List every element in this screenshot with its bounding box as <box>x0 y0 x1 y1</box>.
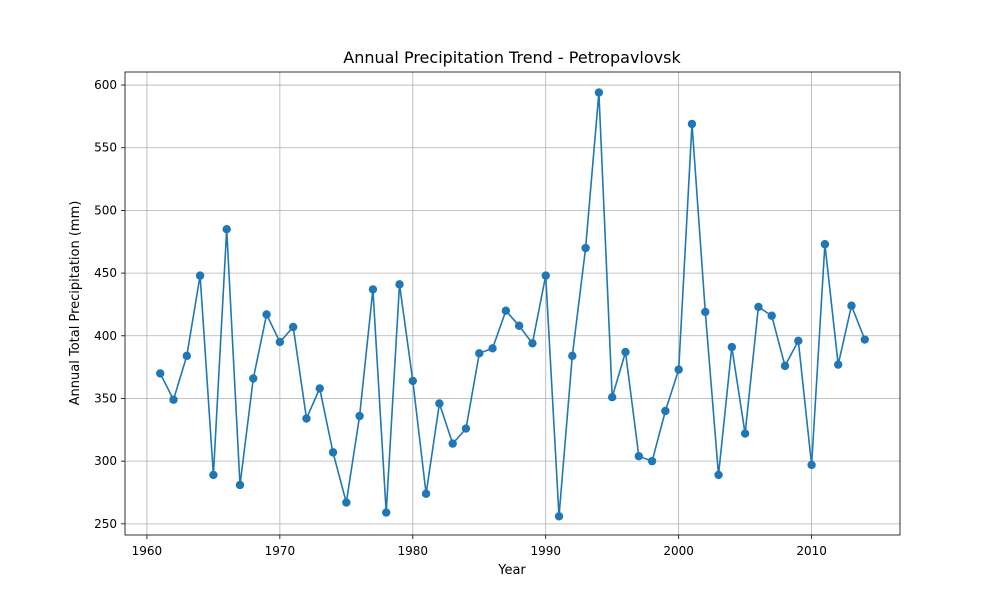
data-point <box>634 451 643 461</box>
data-point <box>794 336 803 345</box>
data-point <box>302 414 311 423</box>
data-point <box>607 393 617 402</box>
data-point <box>382 508 391 517</box>
data-point <box>488 344 497 353</box>
data-point <box>541 271 550 280</box>
data-point <box>315 384 324 393</box>
y-tick-label: 600 <box>94 78 117 92</box>
grid <box>125 72 900 535</box>
data-point <box>368 285 378 294</box>
x-tick-label: 2000 <box>663 544 694 558</box>
x-tick-label: 1970 <box>265 544 296 558</box>
data-point <box>820 240 830 249</box>
y-tick-label: 500 <box>94 203 117 217</box>
data-point <box>342 498 351 507</box>
data-point <box>262 310 271 319</box>
plot-frame <box>124 71 901 536</box>
data-point <box>235 480 245 490</box>
data-point <box>674 365 683 374</box>
data-point <box>275 337 285 347</box>
y-tick-label: 450 <box>94 266 117 280</box>
data-point <box>807 460 816 470</box>
data-point <box>687 119 697 129</box>
data-point <box>740 429 750 438</box>
data-point <box>288 322 298 332</box>
data-point <box>156 369 165 378</box>
data-point <box>780 361 790 371</box>
data-point <box>568 351 577 361</box>
x-axis-ticks: 1960 1970 1980 1990 2000 2010 <box>132 535 827 558</box>
series-line <box>159 92 866 517</box>
data-point <box>727 342 737 352</box>
data-point <box>169 395 178 404</box>
x-tick-label: 1960 <box>132 544 163 558</box>
data-point <box>448 439 457 448</box>
data-point <box>714 470 723 480</box>
data-point <box>475 349 484 358</box>
data-point <box>408 376 418 386</box>
y-axis-ticks: 250 300 350 400 450 500 550 600 <box>94 78 125 531</box>
data-point <box>514 321 524 330</box>
x-tick-label: 1980 <box>398 544 429 558</box>
data-point <box>249 374 258 383</box>
data-point <box>501 306 511 315</box>
data-point <box>435 399 444 408</box>
data-point <box>222 225 231 234</box>
data-point <box>395 280 404 289</box>
x-tick-label: 2010 <box>796 544 827 558</box>
x-tick-label: 1990 <box>530 544 561 558</box>
data-point <box>847 301 856 310</box>
data-point <box>461 424 471 433</box>
data-point <box>621 347 630 357</box>
data-point <box>594 88 604 97</box>
chart-title: Annual Precipitation Trend - Petropavlov… <box>343 48 681 67</box>
data-point <box>754 302 763 312</box>
data-point <box>528 339 537 348</box>
data-point <box>581 243 590 253</box>
y-tick-label: 250 <box>94 517 117 531</box>
series-precipitation <box>156 88 869 521</box>
data-point <box>421 489 431 498</box>
y-tick-label: 350 <box>94 391 117 405</box>
data-point <box>195 271 205 280</box>
data-point <box>661 406 670 416</box>
data-point <box>833 360 843 369</box>
data-point <box>328 448 338 457</box>
data-point <box>554 512 564 521</box>
series-points <box>156 88 869 521</box>
data-point <box>355 411 364 421</box>
data-point <box>860 335 869 344</box>
data-point <box>701 307 710 317</box>
data-point <box>182 351 192 361</box>
y-tick-label: 550 <box>94 141 117 155</box>
data-point <box>209 470 218 480</box>
y-axis-label: Annual Total Precipitation (mm) <box>68 201 83 406</box>
y-tick-label: 400 <box>94 329 117 343</box>
x-axis-label: Year <box>497 563 526 578</box>
data-point <box>647 456 657 466</box>
data-point <box>767 311 776 320</box>
y-tick-label: 300 <box>94 454 117 468</box>
